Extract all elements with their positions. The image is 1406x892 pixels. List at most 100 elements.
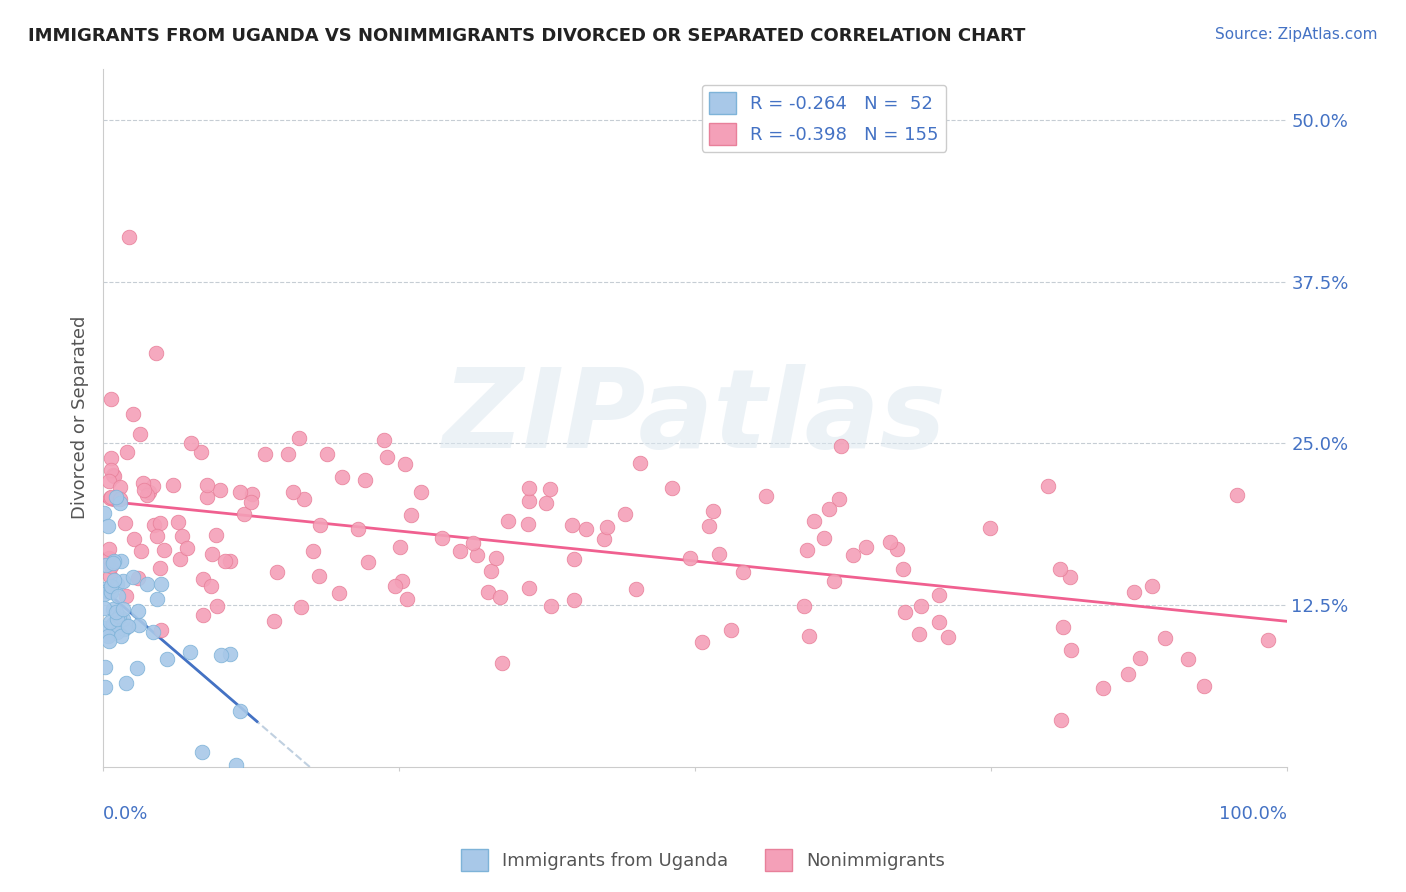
Point — [797, 629, 820, 643]
Text: IMMIGRANTS FROM UGANDA VS NONIMMIGRANTS DIVORCED OR SEPARATED CORRELATION CHART: IMMIGRANTS FROM UGANDA VS NONIMMIGRANTS … — [28, 27, 1025, 45]
Point — [793, 599, 815, 613]
Point — [149, 516, 172, 530]
Point — [389, 540, 412, 554]
Point — [538, 482, 561, 496]
Point — [1050, 713, 1073, 727]
Legend: Immigrants from Uganda, Nonimmigrants: Immigrants from Uganda, Nonimmigrants — [454, 842, 952, 879]
Point — [936, 630, 959, 644]
Point — [592, 532, 614, 546]
Point — [894, 605, 917, 619]
Point — [191, 572, 214, 586]
Point — [613, 508, 636, 522]
Point — [891, 562, 914, 576]
Point — [122, 533, 145, 547]
Point — [394, 457, 416, 471]
Point — [375, 450, 398, 465]
Point — [229, 704, 252, 718]
Point — [98, 550, 121, 565]
Point — [129, 426, 152, 441]
Point — [142, 478, 165, 492]
Point — [678, 550, 700, 565]
Point — [110, 554, 132, 568]
Point — [755, 489, 778, 503]
Point — [628, 456, 651, 470]
Point — [928, 588, 950, 602]
Point — [112, 622, 135, 636]
Point — [409, 484, 432, 499]
Point — [122, 407, 145, 421]
Point — [98, 542, 121, 557]
Point — [1049, 562, 1071, 576]
Point — [135, 488, 157, 502]
Point — [208, 483, 231, 497]
Point — [540, 599, 562, 614]
Point — [290, 600, 312, 615]
Point — [1060, 643, 1083, 657]
Point — [519, 581, 541, 595]
Point — [98, 569, 121, 583]
Point — [731, 566, 754, 580]
Point — [491, 656, 513, 670]
Point — [100, 491, 122, 505]
Point — [489, 590, 512, 604]
Point — [1153, 632, 1175, 646]
Point — [302, 544, 325, 558]
Point — [101, 467, 124, 482]
Point — [830, 439, 852, 453]
Point — [100, 558, 122, 573]
Point — [117, 619, 139, 633]
Point — [105, 491, 128, 505]
Point — [162, 478, 184, 492]
Point — [111, 601, 134, 615]
Point — [98, 491, 121, 505]
Point — [201, 547, 224, 561]
Point — [94, 558, 117, 573]
Point — [823, 574, 845, 588]
Point — [253, 447, 276, 461]
Point — [100, 578, 122, 592]
Point — [205, 599, 228, 613]
Point — [111, 612, 134, 626]
Point — [108, 480, 131, 494]
Point — [292, 492, 315, 507]
Point — [328, 586, 350, 600]
Point — [496, 514, 519, 528]
Point — [855, 540, 877, 554]
Point — [142, 624, 165, 639]
Point — [101, 601, 124, 615]
Point — [461, 536, 484, 550]
Point — [720, 623, 742, 637]
Point — [112, 574, 135, 588]
Point — [115, 676, 138, 690]
Point — [391, 574, 413, 588]
Point — [195, 491, 218, 505]
Point — [105, 625, 128, 640]
Point — [308, 518, 330, 533]
Point — [96, 621, 118, 635]
Point — [103, 617, 125, 632]
Point — [1118, 666, 1140, 681]
Point — [108, 495, 131, 509]
Point — [796, 543, 818, 558]
Point — [107, 589, 129, 603]
Point — [316, 447, 339, 461]
Point — [283, 484, 305, 499]
Text: Source: ZipAtlas.com: Source: ZipAtlas.com — [1215, 27, 1378, 42]
Point — [105, 577, 128, 591]
Point — [138, 485, 160, 500]
Point — [98, 615, 121, 629]
Point — [1123, 584, 1146, 599]
Point — [574, 522, 596, 536]
Point — [97, 634, 120, 648]
Point — [1052, 620, 1074, 634]
Point — [115, 589, 138, 603]
Point — [94, 660, 117, 674]
Point — [430, 531, 453, 545]
Point — [128, 618, 150, 632]
Point — [813, 531, 835, 545]
Point — [167, 515, 190, 529]
Point — [240, 495, 263, 509]
Point — [190, 745, 212, 759]
Point — [110, 629, 132, 643]
Point — [93, 600, 115, 615]
